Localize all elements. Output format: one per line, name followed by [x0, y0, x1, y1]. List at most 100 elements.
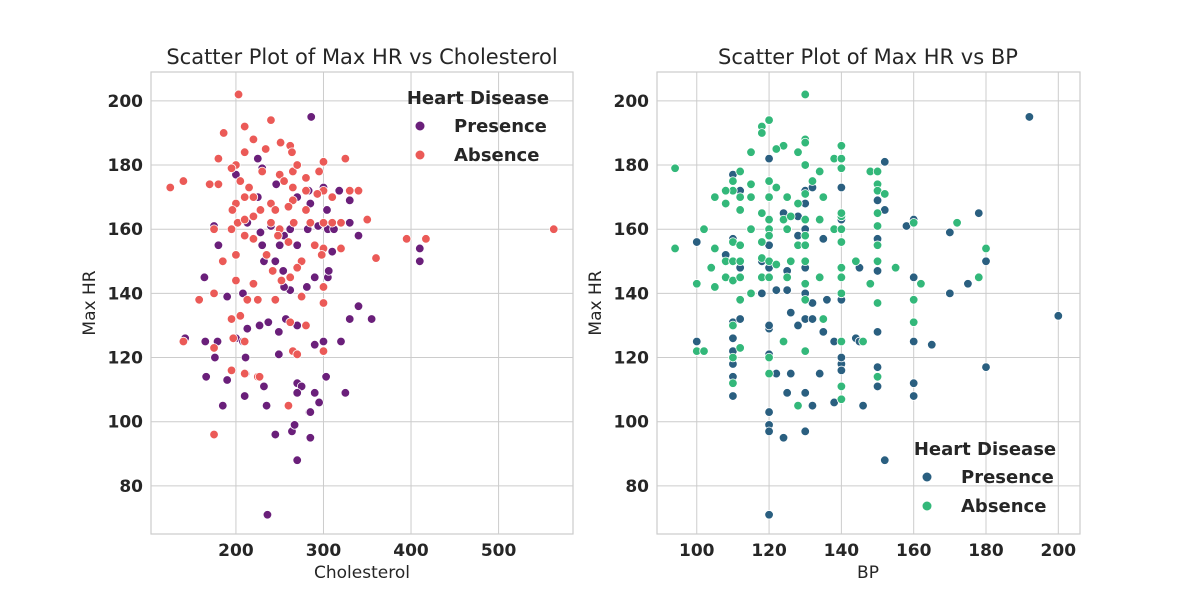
bp-point-absence	[800, 256, 810, 266]
cholesterol-point-absence	[270, 205, 281, 215]
bp-point-absence	[908, 295, 919, 305]
bp-point-absence	[858, 336, 868, 347]
cholesterol-point-absence	[327, 218, 337, 228]
cholesterol-y-tick-label: 180	[108, 156, 144, 176]
bp-point-presence	[981, 362, 991, 372]
bp-point-absence	[793, 147, 803, 157]
cholesterol-point-absence	[239, 336, 250, 347]
bp-point-absence	[786, 211, 796, 222]
bp-point-absence	[764, 230, 774, 241]
bp-point-absence	[872, 166, 883, 177]
bp-y-tick-label: 80	[625, 477, 649, 497]
cholesterol-chart-title: Scatter Plot of Max HR vs Cholesterol	[166, 45, 557, 69]
cholesterol-point-presence	[271, 179, 281, 189]
bp-x-tick-label: 160	[896, 541, 932, 561]
bp-x-tick-label: 140	[824, 541, 860, 561]
cholesterol-point-presence	[222, 375, 232, 385]
bp-point-absence	[872, 298, 883, 308]
bp-legend-marker-presence	[922, 472, 932, 482]
bp-point-absence	[735, 166, 745, 177]
bp-gridlines	[657, 72, 1080, 534]
bp-point-absence	[836, 224, 847, 234]
cholesterol-point-presence	[254, 320, 265, 331]
cholesterol-point-presence	[274, 349, 284, 360]
cholesterol-gridlines	[151, 72, 573, 534]
cholesterol-point-absence	[327, 192, 337, 202]
cholesterol-point-presence	[310, 272, 320, 283]
bp-point-presence	[981, 256, 991, 266]
bp-point-presence	[764, 320, 774, 331]
bp-point-absence	[710, 282, 720, 292]
bp-point-absence	[800, 346, 810, 356]
cholesterol-point-presence	[259, 381, 269, 392]
bp-x-axis-label: BP	[857, 563, 879, 583]
cholesterol-point-absence	[318, 282, 329, 292]
cholesterol-x-tick-label: 400	[393, 541, 429, 561]
bp-point-absence	[728, 378, 738, 388]
cholesterol-point-presence	[322, 205, 332, 215]
cholesterol-point-presence	[324, 266, 334, 276]
bp-point-absence	[800, 137, 810, 148]
bp-point-presence	[782, 388, 792, 398]
bp-point-absence	[735, 295, 745, 305]
bp-point-presence	[793, 320, 803, 331]
cholesterol-point-absence	[283, 202, 294, 212]
cholesterol-point-presence	[366, 314, 377, 324]
cholesterol-point-presence	[334, 186, 344, 196]
cholesterol-y-tick-label: 200	[108, 92, 144, 112]
cholesterol-point-absence	[296, 291, 307, 302]
bp-y-tick-label: 120	[614, 349, 650, 369]
cholesterol-point-absence	[260, 144, 271, 154]
bp-point-absence	[872, 208, 883, 218]
cholesterol-point-absence	[285, 317, 295, 327]
bp-point-absence	[890, 263, 901, 273]
bp-point-absence	[728, 320, 738, 331]
bp-point-absence	[746, 147, 756, 157]
bp-plot-frame	[656, 71, 1081, 535]
cholesterol-point-absence	[261, 250, 272, 260]
cholesterol-point-absence	[218, 128, 229, 138]
cholesterol-point-absence	[301, 205, 311, 215]
bp-point-absence	[836, 208, 847, 218]
cholesterol-chart: Scatter Plot of Max HR vs Cholesterol 20…	[80, 45, 574, 583]
bp-point-absence	[746, 288, 756, 299]
bp-point-absence	[764, 352, 774, 363]
bp-point-absence	[836, 394, 847, 404]
cholesterol-point-presence	[306, 112, 316, 122]
bp-point-absence	[720, 186, 731, 196]
bp-point-presence	[908, 391, 919, 401]
cholesterol-point-absence	[273, 230, 283, 241]
cholesterol-point-absence	[266, 198, 276, 209]
bp-point-absence	[735, 256, 745, 266]
bp-point-absence	[800, 295, 810, 305]
bp-point-absence	[880, 189, 890, 199]
bp-point-absence	[872, 256, 883, 266]
bp-point-absence	[735, 343, 745, 353]
cholesterol-point-absence	[254, 372, 265, 382]
cholesterol-point-presence	[327, 246, 337, 257]
bp-x-tick-label: 180	[968, 541, 1004, 561]
bp-chart-title: Scatter Plot of Max HR vs BP	[718, 45, 1018, 69]
cholesterol-point-presence	[262, 510, 273, 520]
cholesterol-point-absence	[292, 263, 302, 273]
bp-point-absence	[764, 192, 774, 202]
bp-legend-label-absence: Absence	[961, 496, 1046, 517]
cholesterol-point-presence	[292, 455, 302, 465]
bp-point-presence	[786, 307, 796, 318]
cholesterol-point-absence	[204, 179, 215, 189]
bp-point-absence	[746, 192, 756, 202]
cholesterol-point-absence	[231, 275, 241, 286]
cholesterol-point-presence	[345, 218, 355, 228]
cholesterol-y-axis-label: Max HR	[80, 270, 100, 335]
bp-point-absence	[670, 163, 680, 173]
cholesterol-point-absence	[209, 224, 219, 234]
bp-point-absence	[814, 214, 825, 225]
bp-point-absence	[814, 166, 825, 177]
bp-point-absence	[670, 243, 680, 254]
bp-point-absence	[800, 230, 810, 241]
cholesterol-points	[165, 89, 559, 520]
cholesterol-point-absence	[226, 163, 237, 173]
bp-point-presence	[786, 368, 796, 379]
bp-point-absence	[872, 240, 883, 250]
bp-point-presence	[764, 426, 774, 437]
